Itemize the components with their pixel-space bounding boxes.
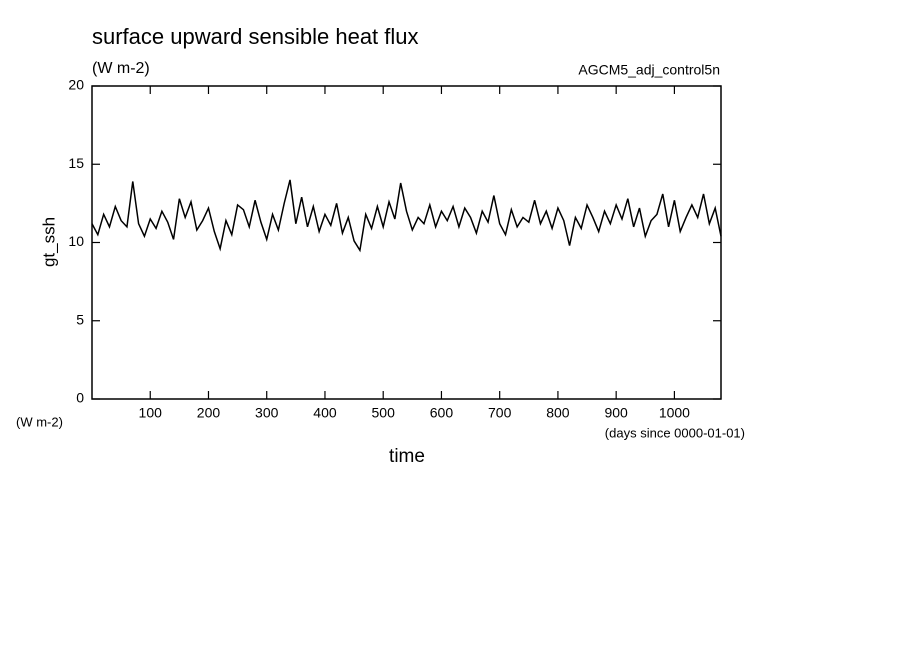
x-tick-label: 600 xyxy=(430,405,454,421)
plot-frame xyxy=(91,85,722,400)
x-tick-label: 1000 xyxy=(659,405,690,421)
y-units: (W m-2) xyxy=(16,414,63,429)
chart-title: surface upward sensible heat flux xyxy=(92,24,419,49)
y-tick-label: 15 xyxy=(68,155,84,171)
x-tick-label: 100 xyxy=(139,405,163,421)
subtitle: (W m-2) xyxy=(92,60,150,77)
x-tick-label: 300 xyxy=(255,405,279,421)
x-tick-label: 200 xyxy=(197,405,221,421)
x-tick-label: 500 xyxy=(372,405,396,421)
y-axis-label: gt_ssh xyxy=(39,217,58,267)
y-tick-label: 20 xyxy=(68,77,84,93)
y-tick-label: 0 xyxy=(76,390,84,406)
x-axis-label: time xyxy=(389,446,425,467)
x-tick-label: 900 xyxy=(604,405,628,421)
x-tick-label: 800 xyxy=(546,405,570,421)
x-tick-label: 700 xyxy=(488,405,512,421)
source: AGCM5_adj_control5n xyxy=(578,62,720,78)
x-units: (days since 0000-01-01) xyxy=(605,425,745,440)
y-tick-label: 5 xyxy=(76,311,84,327)
data-line xyxy=(91,179,722,253)
x-tick-label: 400 xyxy=(313,405,337,421)
y-tick-label: 10 xyxy=(68,233,84,249)
